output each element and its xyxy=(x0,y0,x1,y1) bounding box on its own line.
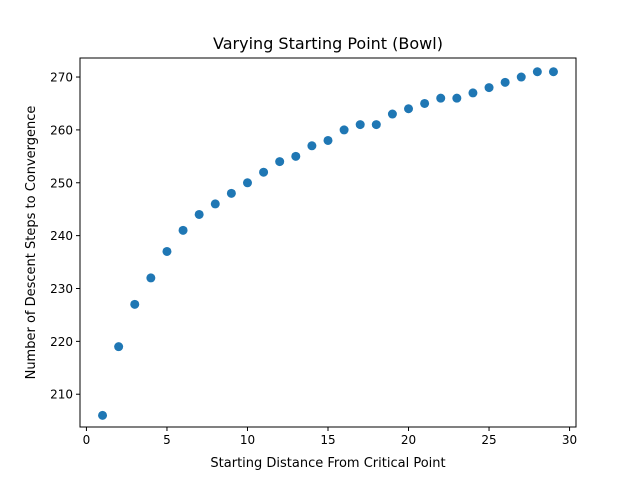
data-point xyxy=(242,178,252,188)
data-point xyxy=(162,246,172,256)
data-point xyxy=(548,67,558,77)
data-point xyxy=(178,225,188,235)
data-point xyxy=(275,157,285,167)
x-tick-label: 10 xyxy=(240,433,255,447)
plot-frame xyxy=(79,57,577,428)
data-point xyxy=(210,199,220,209)
y-tick-label: 260 xyxy=(50,123,73,137)
x-tick-label: 15 xyxy=(320,433,335,447)
x-tick-label: 5 xyxy=(163,433,171,447)
x-axis-ticks: 0 5 10 15 20 25 30 xyxy=(83,427,577,447)
y-tick-label: 240 xyxy=(50,229,73,243)
data-point xyxy=(436,93,446,103)
data-point xyxy=(98,410,108,420)
data-point xyxy=(259,167,269,177)
data-point xyxy=(452,93,462,103)
data-point xyxy=(339,125,349,135)
data-point xyxy=(307,141,317,151)
data-points xyxy=(98,67,558,420)
y-axis-ticks: 210 220 230 240 250 260 270 xyxy=(50,71,80,402)
x-tick-label: 30 xyxy=(562,433,577,447)
data-point xyxy=(114,342,124,352)
data-point xyxy=(516,72,526,82)
x-tick-label: 25 xyxy=(481,433,496,447)
y-tick-label: 230 xyxy=(50,282,73,296)
y-tick-label: 270 xyxy=(50,71,73,85)
x-axis-label: Starting Distance From Critical Point xyxy=(210,456,445,471)
data-point xyxy=(404,104,414,114)
data-point xyxy=(355,120,365,130)
y-tick-label: 210 xyxy=(50,388,73,402)
y-axis-label: Number of Descent Steps to Convergence xyxy=(24,106,39,380)
x-tick-label: 0 xyxy=(83,433,91,447)
data-point xyxy=(146,273,156,283)
y-tick-label: 250 xyxy=(50,176,73,190)
data-point xyxy=(194,209,204,219)
data-point xyxy=(291,151,301,161)
data-point xyxy=(226,188,236,198)
data-point xyxy=(371,120,381,130)
y-tick-label: 220 xyxy=(50,335,73,349)
x-tick-label: 20 xyxy=(401,433,416,447)
data-point xyxy=(500,77,510,87)
data-point xyxy=(130,299,140,309)
data-point xyxy=(387,109,397,119)
chart-title: Varying Starting Point (Bowl) xyxy=(213,34,443,53)
data-point xyxy=(323,135,333,145)
data-point xyxy=(532,67,542,77)
data-point xyxy=(484,83,494,93)
data-point xyxy=(468,88,478,98)
data-point xyxy=(420,98,430,108)
